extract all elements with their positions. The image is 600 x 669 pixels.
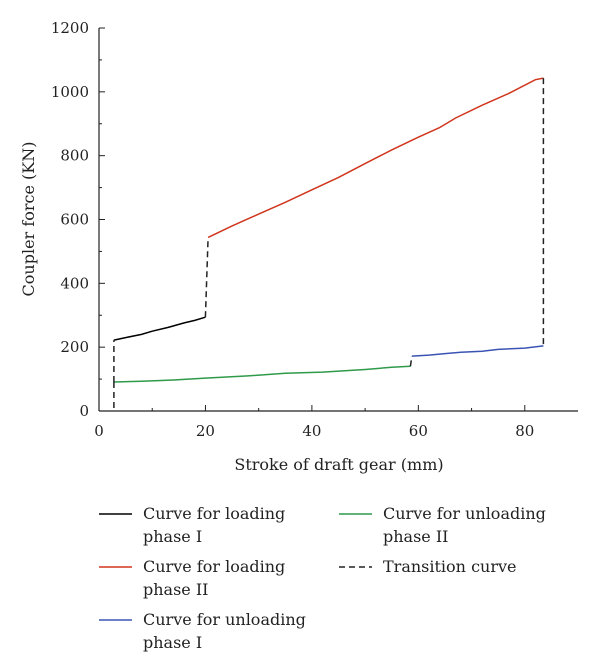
x-tick-label: 20 [196, 422, 215, 440]
legend-label-transition-curve: Transition curve [383, 557, 516, 576]
y-tick-label: 200 [60, 338, 89, 356]
series-transition-curve-segment [409, 355, 413, 367]
y-axis-label: Coupler force (KN) [19, 142, 38, 297]
legend-label-curve-for-loading-phase-i: phase I [143, 527, 202, 546]
x-tick-label: 0 [94, 422, 104, 440]
series-curve-for-loading-phase-ii [207, 77, 544, 239]
y-tick-label: 800 [60, 147, 89, 165]
legend: Curve for loading phase I Curve for loadin… [99, 504, 546, 652]
legend-label-curve-for-loading-phase-ii: phase II [143, 580, 209, 599]
series-curve-for-loading-phase-i [113, 316, 206, 341]
series-curve-for-unloading-phase-ii [113, 365, 411, 383]
y-tick-label: 1000 [51, 83, 89, 101]
x-tick-label: 40 [302, 422, 321, 440]
x-tick-label: 60 [409, 422, 428, 440]
y-tick-label: 1200 [51, 19, 89, 37]
y-tick-label: 400 [60, 274, 89, 292]
x-axis-label: Stroke of draft gear (mm) [234, 455, 443, 474]
legend-label-curve-for-unloading-phase-i: phase I [143, 633, 202, 652]
legend-label-curve-for-loading-phase-i: Curve for loading [143, 504, 285, 523]
y-tick-label: 600 [60, 211, 89, 229]
legend-label-curve-for-unloading-phase-ii: phase II [383, 527, 449, 546]
legend-label-curve-for-unloading-phase-ii: Curve for unloading [383, 504, 546, 523]
series-curve-for-unloading-phase-i [411, 345, 544, 357]
legend-label-curve-for-loading-phase-ii: Curve for loading [143, 557, 285, 576]
x-tick-label: 80 [515, 422, 534, 440]
legend-label-curve-for-unloading-phase-i: Curve for unloading [143, 610, 306, 629]
series-transition-curve-segment [204, 237, 209, 318]
y-tick-label: 0 [79, 402, 89, 420]
series-layer [113, 77, 545, 411]
